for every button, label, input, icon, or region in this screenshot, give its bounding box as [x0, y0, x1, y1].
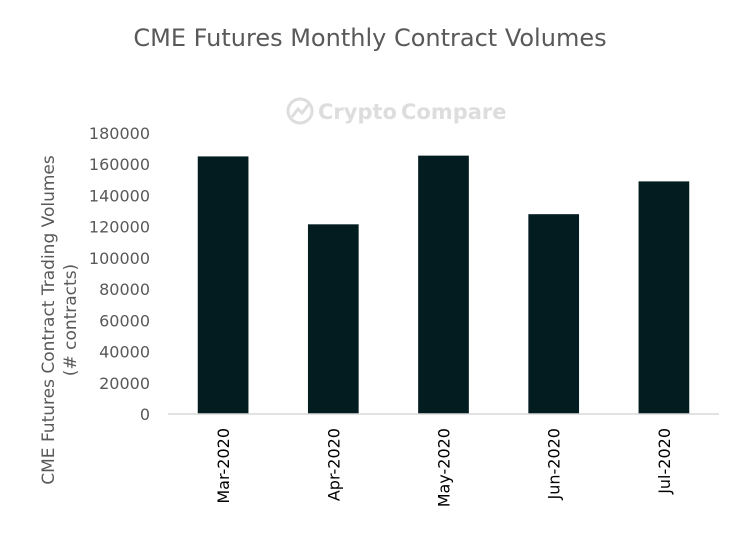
bar-may-2020 [418, 155, 469, 414]
bars [197, 155, 690, 414]
y-tick-label: 180000 [89, 124, 150, 143]
chart-title: CME Futures Monthly Contract Volumes [133, 24, 606, 52]
y-axis-label-line1: CME Futures Contract Trading Volumes [39, 155, 59, 485]
y-tick-label: 20000 [99, 374, 150, 393]
bar-jun-2020 [528, 214, 580, 414]
cryptocompare-logo-icon [286, 97, 314, 125]
bar-apr-2020 [307, 224, 359, 414]
y-tick-label: 40000 [99, 343, 150, 362]
watermark-text-compare: Compare [401, 100, 507, 124]
x-tick-label: Apr-2020 [324, 428, 343, 501]
y-tick-label: 100000 [89, 249, 150, 268]
y-tick-label: 120000 [89, 218, 150, 237]
bar-jul-2020 [638, 181, 690, 414]
x-tick-label: Jun-2020 [545, 428, 564, 501]
y-tick-label: 160000 [89, 155, 150, 174]
x-tick-label: Jul-2020 [655, 428, 674, 495]
x-tick-label: May-2020 [435, 428, 454, 507]
y-tick-label: 0 [140, 405, 150, 424]
y-tick-label: 60000 [99, 311, 150, 330]
x-tick-label: Mar-2020 [214, 428, 233, 504]
y-axis-label-line2: (# contracts) [61, 264, 81, 376]
x-axis-ticks: Mar-2020 Apr-2020 May-2020 Jun-2020 Jul-2020 [214, 428, 674, 507]
y-tick-label: 140000 [89, 186, 150, 205]
watermark-text-crypto: Crypto [318, 100, 397, 124]
watermark: Crypto Compare [286, 97, 507, 125]
y-axis-ticks: 0 20000 40000 60000 80000 100000 120000 140000 1… [89, 124, 150, 424]
bar-mar-2020 [197, 156, 249, 414]
y-axis-label: CME Futures Contract Trading Volumes (# … [39, 155, 81, 485]
y-tick-label: 80000 [99, 280, 150, 299]
